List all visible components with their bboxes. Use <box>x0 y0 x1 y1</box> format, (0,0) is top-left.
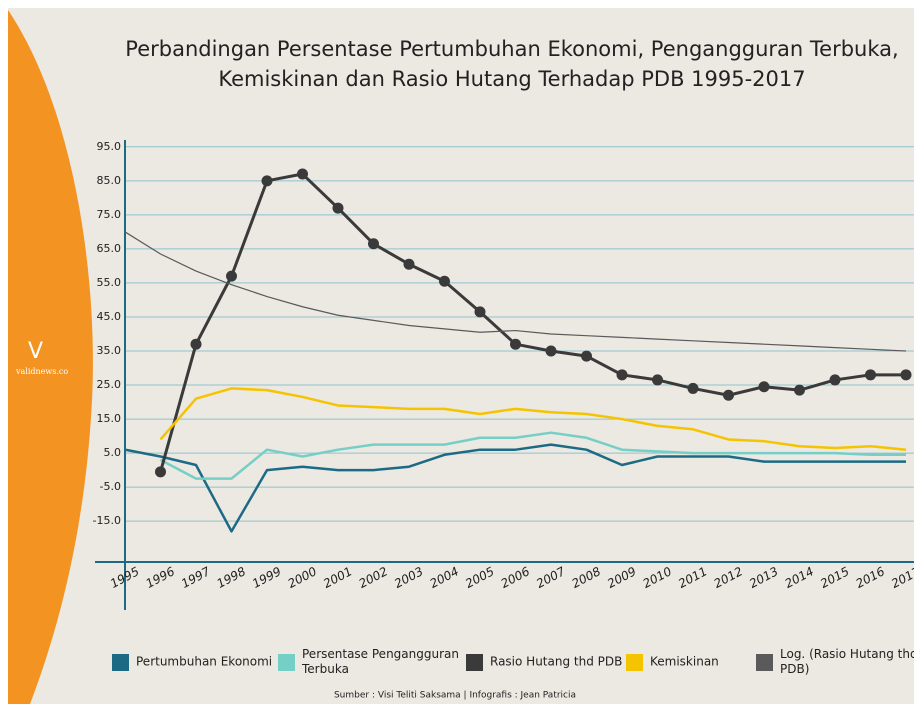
point <box>510 339 521 350</box>
y-tick-label: -15.0 <box>93 514 121 527</box>
legend-label: Pertumbuhan Ekonomi <box>136 655 272 669</box>
legend-swatch <box>278 654 295 671</box>
legend-label: Rasio Hutang thd PDB <box>490 655 622 669</box>
point <box>581 351 592 362</box>
point <box>439 276 450 287</box>
point <box>652 374 663 385</box>
y-tick-label: -5.0 <box>100 480 121 493</box>
point <box>297 169 308 180</box>
logo-text: validnews.co <box>15 367 68 376</box>
legend-label: Kemiskinan <box>650 655 719 669</box>
point <box>830 374 841 385</box>
y-tick-label: 85.0 <box>97 174 122 187</box>
legend-swatch <box>756 654 773 671</box>
point <box>759 381 770 392</box>
logo-mark: V <box>28 339 43 364</box>
point <box>865 369 876 380</box>
y-tick-label: 55.0 <box>97 276 122 289</box>
point <box>546 346 557 357</box>
y-tick-label: 65.0 <box>97 242 122 255</box>
infographic: V validnews.co Perbandingan Persentase P… <box>0 0 914 704</box>
point <box>617 369 628 380</box>
point <box>226 271 237 282</box>
point <box>723 390 734 401</box>
point <box>901 369 912 380</box>
point <box>404 259 415 270</box>
chart-title: Kemiskinan dan Rasio Hutang Terhadap PDB… <box>218 67 805 91</box>
point <box>333 203 344 214</box>
legend-swatch <box>626 654 643 671</box>
y-tick-label: 35.0 <box>97 344 122 357</box>
y-tick-label: 75.0 <box>97 208 122 221</box>
chart-title: Perbandingan Persentase Pertumbuhan Ekon… <box>125 37 898 61</box>
y-tick-label: 45.0 <box>97 310 122 323</box>
point <box>191 339 202 350</box>
point <box>155 466 166 477</box>
y-tick-label: 15.0 <box>97 412 122 425</box>
legend-swatch <box>112 654 129 671</box>
background <box>8 8 914 704</box>
y-tick-label: 5.0 <box>104 446 122 459</box>
legend-swatch <box>466 654 483 671</box>
point <box>688 383 699 394</box>
point <box>475 306 486 317</box>
source: Sumber : Visi Teliti Saksama | Infografi… <box>334 691 576 701</box>
y-tick-label: 25.0 <box>97 378 122 391</box>
point <box>794 385 805 396</box>
point <box>262 175 273 186</box>
y-tick-label: 95.0 <box>97 140 122 153</box>
point <box>368 238 379 249</box>
